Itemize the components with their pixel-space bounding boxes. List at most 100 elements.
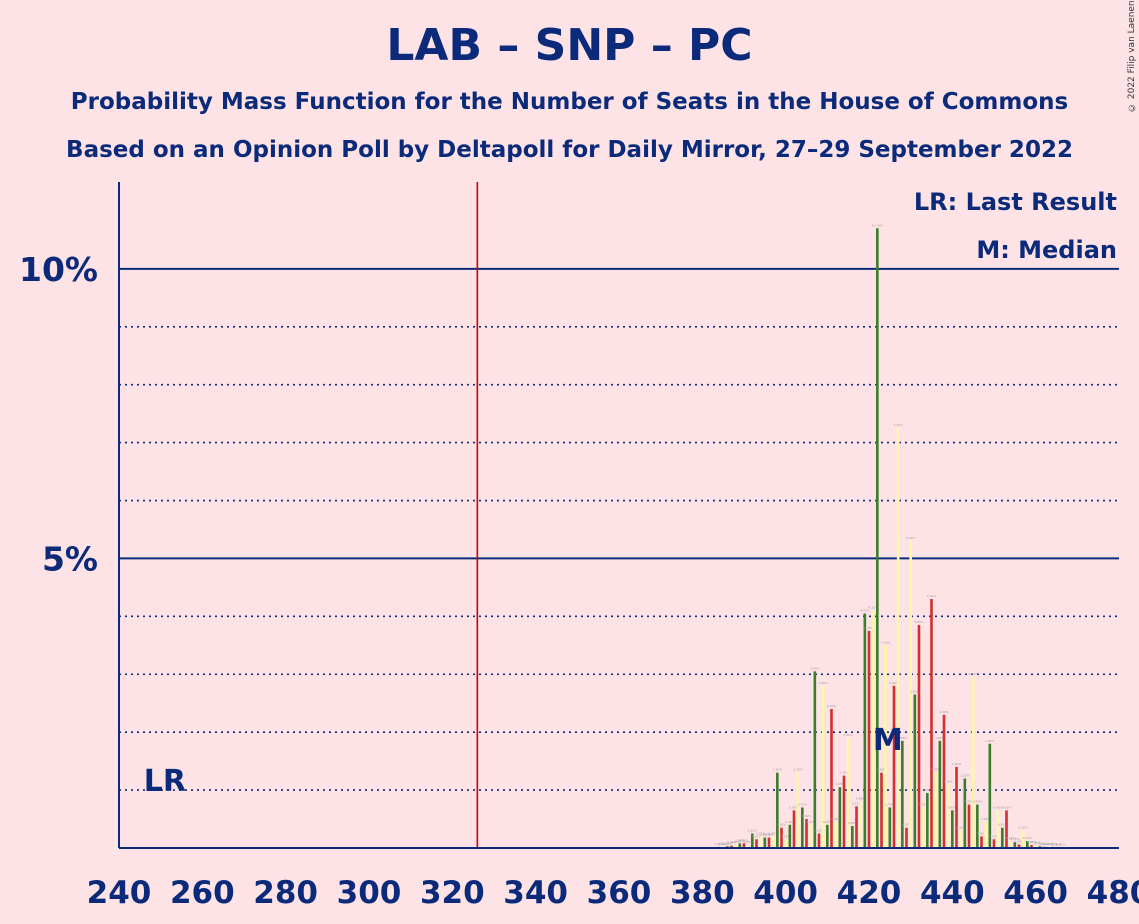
bar-value-label: 0.15% — [989, 834, 999, 838]
seat-bar — [876, 228, 879, 848]
bar-value-label: 0.35% — [777, 823, 787, 827]
axes-group — [118, 182, 1119, 849]
bar-value-label: 0.35% — [902, 823, 912, 827]
seat-bar — [771, 836, 775, 848]
seat-bar — [817, 833, 821, 848]
seat-bar — [809, 824, 812, 848]
bar-value-label: 3.05% — [810, 666, 820, 670]
seat-bar — [842, 775, 846, 848]
seat-bar — [767, 837, 771, 848]
x-tick-label: 420 — [837, 875, 902, 911]
seat-bar — [921, 807, 925, 848]
bar-value-label: 0.20% — [977, 831, 987, 835]
bar-value-label: 0.03% — [723, 841, 733, 845]
bar-value-label: 4.05% — [860, 608, 870, 612]
bar-value-label: 0.06% — [1014, 840, 1024, 844]
bar-value-label: 2.30% — [939, 710, 949, 714]
seat-bar — [976, 804, 979, 848]
bar-value-label: 1.30% — [931, 768, 941, 772]
seat-bar — [996, 810, 1000, 848]
bar-value-label: 0.75% — [973, 800, 983, 804]
seat-bar — [963, 778, 967, 848]
bar-value-label: 2.80% — [818, 681, 828, 685]
legend-median: M: Median — [976, 236, 1117, 264]
bar-value-label: 1.85% — [898, 736, 908, 740]
bar-value-label: 0.05% — [731, 840, 741, 844]
gridlines — [119, 267, 1119, 791]
seat-bar — [738, 843, 742, 848]
x-tick-label: 320 — [420, 875, 485, 911]
seat-bar — [892, 685, 896, 848]
bar-value-label: 4.10% — [868, 606, 878, 610]
seat-bar — [759, 836, 762, 848]
seat-bar — [792, 810, 796, 848]
x-tick-label: 480 — [1087, 875, 1139, 911]
bar-value-label: 0.65% — [948, 805, 958, 809]
seat-bar — [834, 821, 837, 848]
seat-bar — [934, 772, 937, 848]
bar-value-label: 0.70% — [798, 802, 808, 806]
seat-bar — [851, 825, 854, 848]
bar-value-label: 1.10% — [943, 779, 953, 783]
bar-value-label: 10.70% — [872, 223, 884, 227]
bar-value-label: 0.40% — [823, 820, 833, 824]
bar-value-label: 0.02% — [1039, 842, 1049, 846]
bar-value-label: 0.01% — [1056, 842, 1066, 846]
seat-bar — [1034, 845, 1037, 848]
bar-value-label: 3.50% — [881, 640, 891, 644]
bar-value-label: 0.50% — [802, 814, 812, 818]
bar-value-label: 0.45% — [831, 817, 841, 821]
bar-value-label: 0.80% — [856, 797, 866, 801]
x-tick-label: 280 — [253, 875, 318, 911]
seat-bar — [913, 694, 917, 848]
seat-bar — [871, 610, 875, 848]
seat-bar — [917, 625, 921, 848]
x-tick-label: 380 — [670, 875, 735, 911]
bar-value-label: 2.65% — [910, 690, 920, 694]
bar-value-label: 7.25% — [893, 423, 903, 427]
x-tick-label: 460 — [1003, 875, 1068, 911]
seat-bar — [801, 807, 804, 848]
bar-value-label: 0.40% — [785, 820, 795, 824]
bar-value-label: 3.85% — [914, 620, 924, 624]
median-marker: M — [873, 723, 903, 758]
labels-group: 5% 10% 240 260 280 300 320 340 360 380 400 420 440 46… — [19, 188, 1139, 911]
seat-bar — [955, 766, 958, 848]
seat-bar — [863, 613, 867, 848]
seat-bar — [988, 743, 992, 848]
seat-bar — [926, 792, 929, 848]
bar-value-label: 1.30% — [793, 768, 803, 772]
seat-bar — [751, 833, 754, 848]
seat-bar — [805, 819, 808, 848]
bar-value-label: 1.25% — [839, 771, 849, 775]
bar-value-label: 0.02% — [714, 842, 724, 846]
bar-value-label: 0.05% — [743, 840, 753, 844]
seat-bar — [1001, 827, 1004, 848]
bar-value-label: 5.30% — [906, 536, 916, 540]
seat-bar — [859, 801, 862, 848]
seat-bar — [942, 714, 946, 848]
bar-value-label: 0.15% — [781, 834, 791, 838]
seat-bar — [755, 839, 758, 848]
bar-value-label: 0.02% — [718, 842, 728, 846]
x-tick-label: 360 — [587, 875, 652, 911]
seat-bar — [971, 677, 975, 848]
bar-value-label: 0.08% — [735, 838, 745, 842]
bar-value-label: 0.70% — [918, 802, 928, 806]
seat-bar — [813, 671, 817, 848]
seat-bar — [776, 772, 779, 848]
seat-bar — [1021, 830, 1025, 848]
y-tick-label: 5% — [42, 539, 98, 578]
bar-value-label: 1.20% — [960, 774, 970, 778]
bar-value-label: 0.30% — [1018, 826, 1028, 830]
bar-value-label: 0.03% — [1035, 841, 1045, 845]
bar-value-label: 1.85% — [935, 736, 945, 740]
bar-value-label: 0.12% — [1023, 836, 1033, 840]
bar-value-label: 1.30% — [773, 768, 783, 772]
seat-bar — [1026, 841, 1029, 848]
bar-value-label: 0.70% — [885, 802, 895, 806]
bar-value-label: 0.10% — [1010, 837, 1020, 841]
y-tick-label: 10% — [19, 250, 98, 289]
x-tick-label: 440 — [920, 875, 985, 911]
